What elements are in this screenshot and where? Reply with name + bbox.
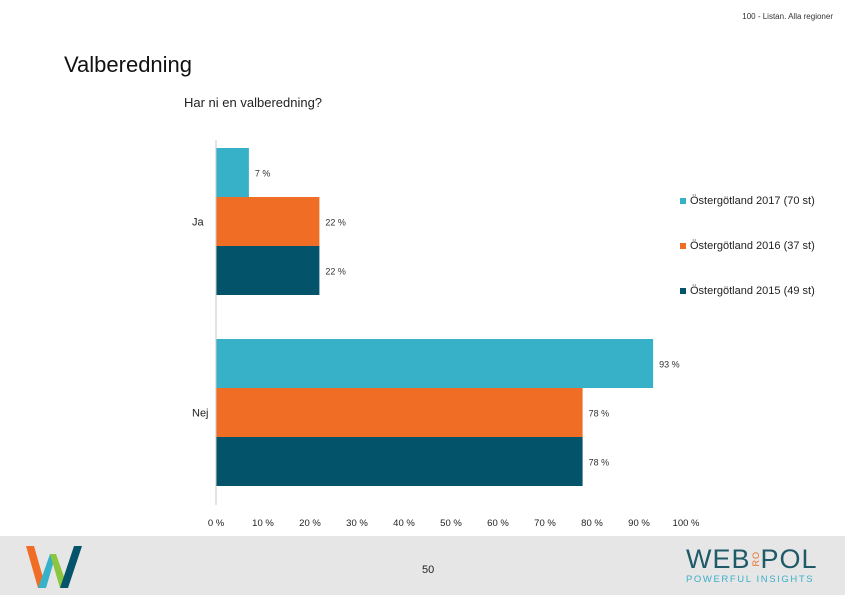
legend-item-2016: Östergötland 2016 (37 st): [680, 240, 815, 252]
legend-swatch-2015: [680, 288, 686, 294]
brand-pol: POL: [760, 544, 818, 574]
data-label-nej-series-1: 78 %: [589, 409, 610, 419]
page-title: Valberedning: [64, 52, 193, 77]
chart-title: Har ni en valberedning?: [184, 95, 323, 110]
brand-ro: RO: [750, 551, 761, 567]
x-tick-label: 50 %: [440, 518, 462, 529]
legend-label-2017: Östergötland 2017 (70 st): [690, 195, 815, 207]
legend-label-2015: Östergötland 2015 (49 st): [690, 285, 815, 297]
x-tick-label: 80 %: [581, 518, 603, 529]
w-logo-icon: [26, 546, 82, 588]
x-tick-label: 100 %: [673, 518, 700, 529]
legend-swatch-2016: [680, 243, 686, 249]
legend-item-2015: Östergötland 2015 (49 st): [680, 285, 815, 297]
legend: Östergötland 2017 (70 st) Östergötland 2…: [680, 195, 815, 330]
report-subtitle: 100 - Listan. Alla regioner: [742, 12, 833, 21]
x-tick-label: 20 %: [299, 518, 321, 529]
x-tick-label: 40 %: [393, 518, 415, 529]
bar-nej-series-2: [216, 437, 583, 486]
bar-ja-series-1: [216, 197, 320, 246]
legend-label-2016: Östergötland 2016 (37 st): [690, 240, 815, 252]
x-tick-label: 0 %: [208, 518, 225, 529]
x-tick-label: 60 %: [487, 518, 509, 529]
x-tick-label: 30 %: [346, 518, 368, 529]
bar-nej-series-1: [216, 388, 583, 437]
page-number: 50: [422, 564, 435, 576]
bar-chart: Ja 7 % 22 % 22 % Nej 93 % 78 % 78 % 0 % 10 % 20 % 3…: [192, 140, 700, 529]
category-label-nej: Nej: [192, 408, 209, 420]
x-tick-label: 90 %: [628, 518, 650, 529]
footer: 50 WEB RO POL POWERFUL INSIGHTS: [0, 536, 845, 595]
data-label-ja-series-1: 22 %: [325, 218, 346, 228]
data-label-ja-series-0: 7 %: [255, 169, 271, 179]
bar-ja-series-2: [216, 246, 320, 295]
bar-nej-series-0: [216, 339, 654, 388]
brand-web: WEB: [686, 544, 751, 574]
x-tick-label: 10 %: [252, 518, 274, 529]
bar-ja-series-0: [216, 148, 249, 197]
legend-item-2017: Östergötland 2017 (70 st): [680, 195, 815, 207]
legend-swatch-2017: [680, 198, 686, 204]
webropol-logo: WEB RO POL POWERFUL INSIGHTS: [686, 544, 821, 586]
data-label-ja-series-2: 22 %: [325, 267, 346, 277]
data-label-nej-series-0: 93 %: [659, 360, 680, 370]
x-tick-label: 70 %: [534, 518, 556, 529]
brand-tagline: POWERFUL INSIGHTS: [686, 574, 815, 585]
category-label-ja: Ja: [192, 217, 205, 229]
data-label-nej-series-2: 78 %: [589, 458, 610, 468]
